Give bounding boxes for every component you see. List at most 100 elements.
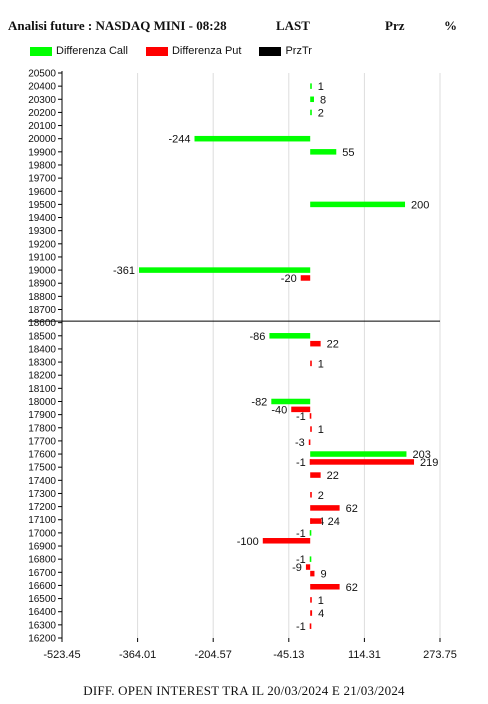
y-tick-label: 20500 <box>28 69 56 80</box>
data-label: 200 <box>411 199 429 211</box>
y-tick-label: 19500 <box>28 200 56 211</box>
data-label: 2 <box>318 490 324 502</box>
y-tick-label: 18800 <box>28 292 56 303</box>
y-tick-label: 16500 <box>28 594 56 605</box>
y-tick-label: 18100 <box>28 384 56 395</box>
y-tick-label: 18300 <box>28 358 56 369</box>
put-bar <box>310 583 340 590</box>
y-tick-label: 18400 <box>28 344 56 355</box>
y-tick-label: 16600 <box>28 581 56 592</box>
data-label: -361 <box>113 265 135 277</box>
put-bar <box>310 459 415 465</box>
call-bar <box>271 398 311 405</box>
y-tick-label: 17300 <box>28 489 56 500</box>
y-tick-label: 19600 <box>28 187 56 198</box>
y-tick-label: 20000 <box>28 134 56 145</box>
data-label: 4 <box>318 608 324 620</box>
y-tick-label: 17700 <box>28 436 56 447</box>
data-label: -100 <box>237 536 259 548</box>
y-tick-label: 19300 <box>28 226 56 237</box>
put-bar <box>309 413 312 419</box>
x-tick-label: -204.57 <box>195 649 232 661</box>
y-tick-label: 16700 <box>28 568 56 579</box>
y-tick-label: 19100 <box>28 252 56 263</box>
data-label: -1 <box>296 457 306 469</box>
put-bar <box>291 406 311 413</box>
y-tick-label: 17900 <box>28 410 56 421</box>
data-label: 8 <box>320 94 326 106</box>
put-bar <box>300 275 311 281</box>
data-label: -20 <box>281 273 297 285</box>
data-label: 24 <box>328 516 340 528</box>
put-bar <box>310 570 315 577</box>
data-label: 1 <box>318 358 324 370</box>
data-label: 219 <box>420 457 438 469</box>
y-tick-label: 17200 <box>28 502 56 513</box>
y-tick-label: 19200 <box>28 239 56 250</box>
data-label: 22 <box>327 470 339 482</box>
y-tick-label: 17400 <box>28 476 56 487</box>
data-label: 1 <box>318 81 324 93</box>
x-tick-label: 273.75 <box>423 649 457 661</box>
y-tick-label: 18500 <box>28 331 56 342</box>
data-label: -1 <box>296 411 306 423</box>
put-bar <box>262 538 311 544</box>
legend-item-put: Differenza Put <box>145 45 242 57</box>
legend-item-call: Differenza Call <box>30 45 128 57</box>
data-label: -9 <box>292 562 302 574</box>
data-label: 22 <box>327 339 339 351</box>
call-bar <box>310 109 312 116</box>
data-label: 62 <box>346 582 358 594</box>
x-tick-label: -523.45 <box>43 649 80 661</box>
data-label: 1 <box>318 424 324 436</box>
call-bar <box>309 556 312 562</box>
y-tick-label: 19900 <box>28 147 56 158</box>
call-bar <box>310 149 337 155</box>
put-bar <box>310 426 312 432</box>
y-tick-label: 16800 <box>28 555 56 566</box>
prz-label: Prz <box>385 18 405 33</box>
y-tick-label: 20300 <box>28 95 56 106</box>
x-axis-label: DIFF. OPEN INTEREST TRA IL 20/03/2024 E … <box>83 683 405 698</box>
put-bar <box>310 505 340 511</box>
y-tick-label: 16200 <box>28 634 56 645</box>
put-bar <box>310 492 312 498</box>
chart-title: Analisi future : NASDAQ MINI - 08:28 <box>8 18 227 33</box>
y-tick-label: 17800 <box>28 423 56 434</box>
legend-swatch-prztr <box>259 46 282 56</box>
y-tick-label: 16300 <box>28 620 56 631</box>
y-tick-label: 19700 <box>28 174 56 185</box>
y-tick-label: 20100 <box>28 121 56 132</box>
data-label: 2 <box>318 107 324 119</box>
put-bar <box>310 472 321 478</box>
call-bar <box>310 201 406 208</box>
y-tick-label: 17100 <box>28 515 56 526</box>
put-bar <box>310 518 322 524</box>
x-tick-label: 114.31 <box>348 649 381 661</box>
last-label: LAST <box>276 18 310 33</box>
legend-swatch-put <box>145 46 168 56</box>
call-bar <box>310 96 314 103</box>
legend-label-put: Differenza Put <box>171 45 242 57</box>
legend-swatch-call <box>30 46 52 56</box>
y-tick-label: 20400 <box>28 82 56 93</box>
data-label: 62 <box>346 503 358 515</box>
data-label: -40 <box>271 404 287 416</box>
y-tick-label: 16900 <box>28 542 56 553</box>
put-bar <box>309 623 312 629</box>
data-label: -82 <box>251 396 267 408</box>
y-tick-label: 19400 <box>28 213 56 224</box>
data-label: 9 <box>320 569 326 581</box>
legend: Differenza Call Differenza Put PrzTr <box>30 44 330 58</box>
y-tick-label: 18700 <box>28 305 56 316</box>
y-tick-label: 18000 <box>28 397 56 408</box>
put-bar <box>310 610 313 616</box>
call-bar <box>310 451 407 457</box>
y-tick-label: 18600 <box>28 318 56 329</box>
x-tick-label: -364.01 <box>119 649 156 661</box>
data-label: 55 <box>342 147 354 159</box>
y-tick-label: 16400 <box>28 607 56 618</box>
legend-label-prztr: PrzTr <box>285 45 312 57</box>
data-label: -244 <box>168 134 190 146</box>
